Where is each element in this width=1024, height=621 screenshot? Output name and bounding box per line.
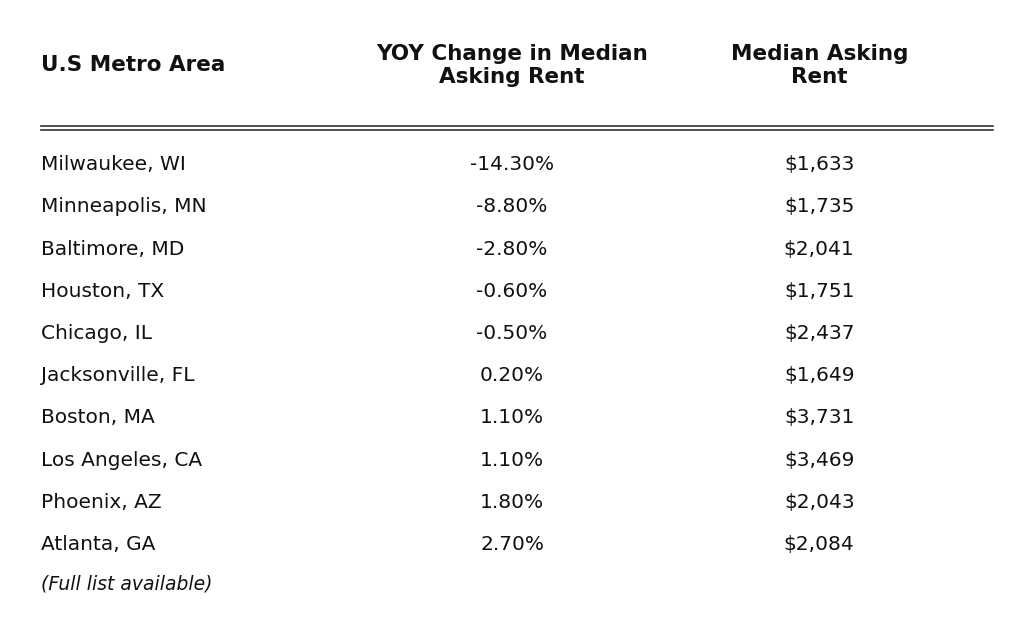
Text: 1.80%: 1.80% [480,493,544,512]
Text: $1,735: $1,735 [784,197,854,216]
Text: 0.20%: 0.20% [480,366,544,385]
Text: -2.80%: -2.80% [476,240,548,258]
Text: Atlanta, GA: Atlanta, GA [41,535,156,554]
Text: $2,084: $2,084 [783,535,855,554]
Text: -0.50%: -0.50% [476,324,548,343]
Text: U.S Metro Area: U.S Metro Area [41,55,225,75]
Text: $3,731: $3,731 [784,409,854,427]
Text: Chicago, IL: Chicago, IL [41,324,152,343]
Text: $2,043: $2,043 [784,493,854,512]
Text: $2,437: $2,437 [784,324,854,343]
Text: Baltimore, MD: Baltimore, MD [41,240,184,258]
Text: 2.70%: 2.70% [480,535,544,554]
Text: 1.10%: 1.10% [480,451,544,469]
Text: Jacksonville, FL: Jacksonville, FL [41,366,195,385]
Text: $2,041: $2,041 [783,240,855,258]
Text: Median Asking
Rent: Median Asking Rent [730,43,908,87]
Text: Phoenix, AZ: Phoenix, AZ [41,493,162,512]
Text: -0.60%: -0.60% [476,282,548,301]
Text: $3,469: $3,469 [784,451,854,469]
Text: Milwaukee, WI: Milwaukee, WI [41,155,185,174]
Text: -8.80%: -8.80% [476,197,548,216]
Text: Boston, MA: Boston, MA [41,409,155,427]
Text: Houston, TX: Houston, TX [41,282,164,301]
Text: $1,633: $1,633 [784,155,854,174]
Text: (Full list available): (Full list available) [41,574,212,593]
Text: YOY Change in Median
Asking Rent: YOY Change in Median Asking Rent [376,43,648,87]
Text: Los Angeles, CA: Los Angeles, CA [41,451,202,469]
Text: Minneapolis, MN: Minneapolis, MN [41,197,207,216]
Text: 1.10%: 1.10% [480,409,544,427]
Text: -14.30%: -14.30% [470,155,554,174]
Text: $1,649: $1,649 [784,366,854,385]
Text: $1,751: $1,751 [784,282,854,301]
